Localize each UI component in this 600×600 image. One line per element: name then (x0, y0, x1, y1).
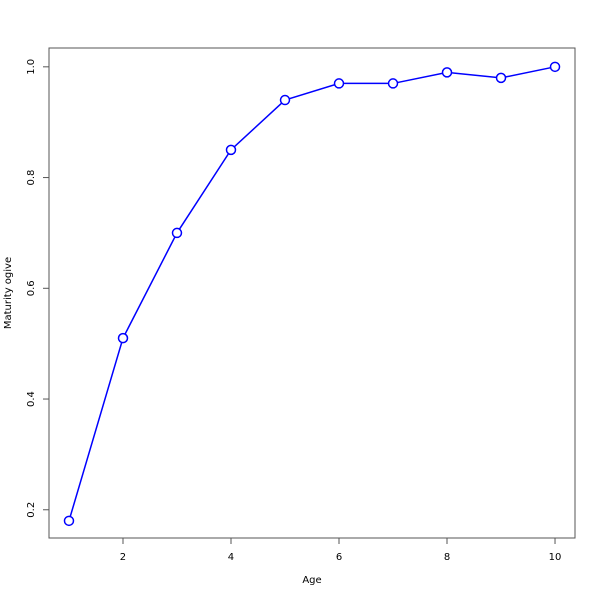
data-point (117, 332, 129, 344)
x-tick-label: 8 (444, 552, 450, 563)
data-point (495, 72, 507, 84)
x-tick-label: 4 (228, 552, 234, 563)
x-tick-label: 6 (336, 552, 342, 563)
plot-frame (48, 47, 576, 539)
y-axis: 0.2 0.4 0.6 0.8 1.0 (26, 59, 49, 518)
y-tick-label: 1.0 (26, 59, 37, 75)
x-tick-label: 2 (120, 552, 126, 563)
y-tick-label: 0.6 (26, 280, 37, 296)
data-point (171, 227, 183, 239)
y-axis-label: Maturity ogive (3, 257, 14, 329)
data-point (441, 67, 453, 78)
data-point (225, 144, 237, 156)
data-point (279, 94, 291, 106)
data-point (333, 78, 345, 89)
x-axis: 2 4 6 8 10 (120, 538, 562, 563)
data-point (63, 515, 75, 527)
x-tick-label: 10 (549, 552, 562, 563)
y-tick-label: 0.2 (26, 502, 37, 518)
series-line (68, 66, 556, 522)
x-axis-label: Age (302, 575, 321, 586)
series-layer (63, 61, 561, 527)
y-tick-label: 0.4 (26, 391, 37, 407)
data-point (387, 78, 399, 89)
data-point (549, 61, 561, 73)
y-tick-label: 0.8 (26, 170, 37, 186)
